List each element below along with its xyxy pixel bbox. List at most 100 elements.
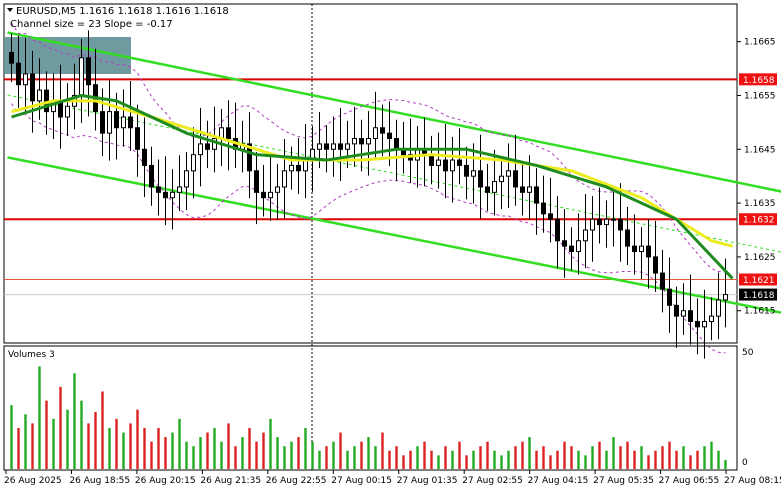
candle-body xyxy=(366,138,371,145)
candle-body xyxy=(436,159,441,166)
candle-body xyxy=(156,186,161,193)
envelope-upper-line xyxy=(11,22,726,273)
price-panel[interactable] xyxy=(3,3,781,470)
candle-body xyxy=(275,186,280,193)
time-tick-label: 27 Aug 04:15 xyxy=(528,476,589,486)
level-price-label: 1.1658 xyxy=(743,76,775,86)
candle-body xyxy=(345,143,350,150)
symbol-line: EURUSD,M5 1.1616 1.1618 1.1616 1.1618 xyxy=(16,6,229,17)
time-tick-label: 27 Aug 08:15 xyxy=(724,476,781,486)
candle-body xyxy=(471,170,476,177)
time-tick-label: 27 Aug 06:55 xyxy=(659,476,720,486)
time-tick-label: 26 Aug 21:35 xyxy=(200,476,261,486)
candle-body xyxy=(149,164,154,188)
candle-body xyxy=(576,240,581,253)
time-tick-label: 27 Aug 02:55 xyxy=(462,476,523,486)
price-tick-label: 1.1615 xyxy=(744,307,776,317)
time-tick-label: 27 Aug 05:35 xyxy=(593,476,654,486)
candle-body xyxy=(352,138,357,145)
candle-body xyxy=(23,73,28,86)
time-axis: 26 Aug 2025 26 Aug 18:55 26 Aug 20:15 26 Au… xyxy=(4,470,781,486)
candle-body xyxy=(100,111,105,134)
time-tick-label: 26 Aug 20:15 xyxy=(135,476,196,486)
candle-body xyxy=(464,164,469,177)
volume-panel-title: Volumes 3 xyxy=(8,350,55,360)
candle-body xyxy=(527,186,532,193)
candle-body xyxy=(520,186,525,193)
range-highlight-box xyxy=(4,37,131,74)
candle-body xyxy=(541,202,546,215)
candle-body xyxy=(16,62,21,86)
candle-body xyxy=(114,111,119,129)
candle-body xyxy=(170,191,175,199)
level-price-label: 1.1632 xyxy=(743,216,775,226)
level-price-tag xyxy=(739,213,777,226)
candle-body xyxy=(338,143,343,150)
candle-body xyxy=(723,294,728,301)
chart-header: EURUSD,M5 1.1616 1.1618 1.1616 1.1618 Ch… xyxy=(7,6,229,30)
candle-body xyxy=(583,229,588,242)
candle-body xyxy=(569,245,574,253)
candle-body xyxy=(394,138,399,150)
price-tick-label: 1.1635 xyxy=(744,199,776,209)
candle-body xyxy=(716,299,721,317)
moving-averages xyxy=(11,93,734,280)
candle-body xyxy=(359,138,364,145)
candle-body xyxy=(653,256,658,274)
price-tick-label: 1.1655 xyxy=(744,91,776,101)
candle-body xyxy=(646,245,651,258)
dropdown-triangle-icon[interactable] xyxy=(7,8,13,12)
volume-panel[interactable]: Volumes 3 50 0 xyxy=(3,345,754,471)
candle-body xyxy=(380,127,385,134)
ma-yellow-line xyxy=(11,99,733,248)
candle-body xyxy=(506,170,511,177)
level-price-tag xyxy=(739,273,777,286)
candle-body xyxy=(107,111,112,134)
volume-bars xyxy=(10,366,727,469)
candle-body xyxy=(184,170,189,188)
level-price-label: 1.1621 xyxy=(743,276,775,286)
candle-body xyxy=(289,164,294,172)
candle-body xyxy=(303,159,308,172)
candle-body xyxy=(639,245,644,253)
candle-body xyxy=(513,170,518,188)
candle-body xyxy=(492,181,497,193)
level-price-label: 1.1618 xyxy=(743,291,775,301)
candle-body xyxy=(268,191,273,199)
candle-body xyxy=(282,170,287,188)
price-tick-label: 1.1645 xyxy=(744,145,776,155)
candle-body xyxy=(37,89,42,102)
candle-body xyxy=(198,143,203,156)
candle-body xyxy=(443,159,448,172)
candle-body xyxy=(618,218,623,231)
candle-body xyxy=(30,73,35,102)
candle-body xyxy=(247,143,252,172)
candle-body xyxy=(604,218,609,226)
candle-body xyxy=(373,127,378,140)
candle-body xyxy=(324,143,329,150)
candle-body xyxy=(9,51,14,64)
candle-body xyxy=(79,57,84,96)
time-tick-label: 26 Aug 22:55 xyxy=(266,476,327,486)
channel-upper-line xyxy=(7,31,781,193)
candle-body xyxy=(674,304,679,317)
candle-body xyxy=(317,143,322,150)
candle-body xyxy=(632,245,637,253)
indicator-line: Channel size = 23 Slope = -0.17 xyxy=(10,19,173,30)
candle-body xyxy=(296,164,301,172)
candles xyxy=(9,30,728,359)
volume-scale-top: 50 xyxy=(742,348,754,358)
candle-body xyxy=(667,288,672,306)
candle-body xyxy=(65,105,70,118)
candle-body xyxy=(450,159,455,172)
candle-body xyxy=(135,127,140,150)
candle-body xyxy=(709,315,714,322)
time-tick-label: 27 Aug 01:35 xyxy=(397,476,458,486)
candle-body xyxy=(226,127,231,140)
candle-body xyxy=(611,218,616,221)
candle-body xyxy=(163,191,168,199)
price-tick-label: 1.1665 xyxy=(744,38,776,48)
candle-body xyxy=(205,143,210,150)
price-axis: 1.1665 1.1655 1.1645 1.1635 1.1625 1.1615 1.16… xyxy=(737,38,777,317)
